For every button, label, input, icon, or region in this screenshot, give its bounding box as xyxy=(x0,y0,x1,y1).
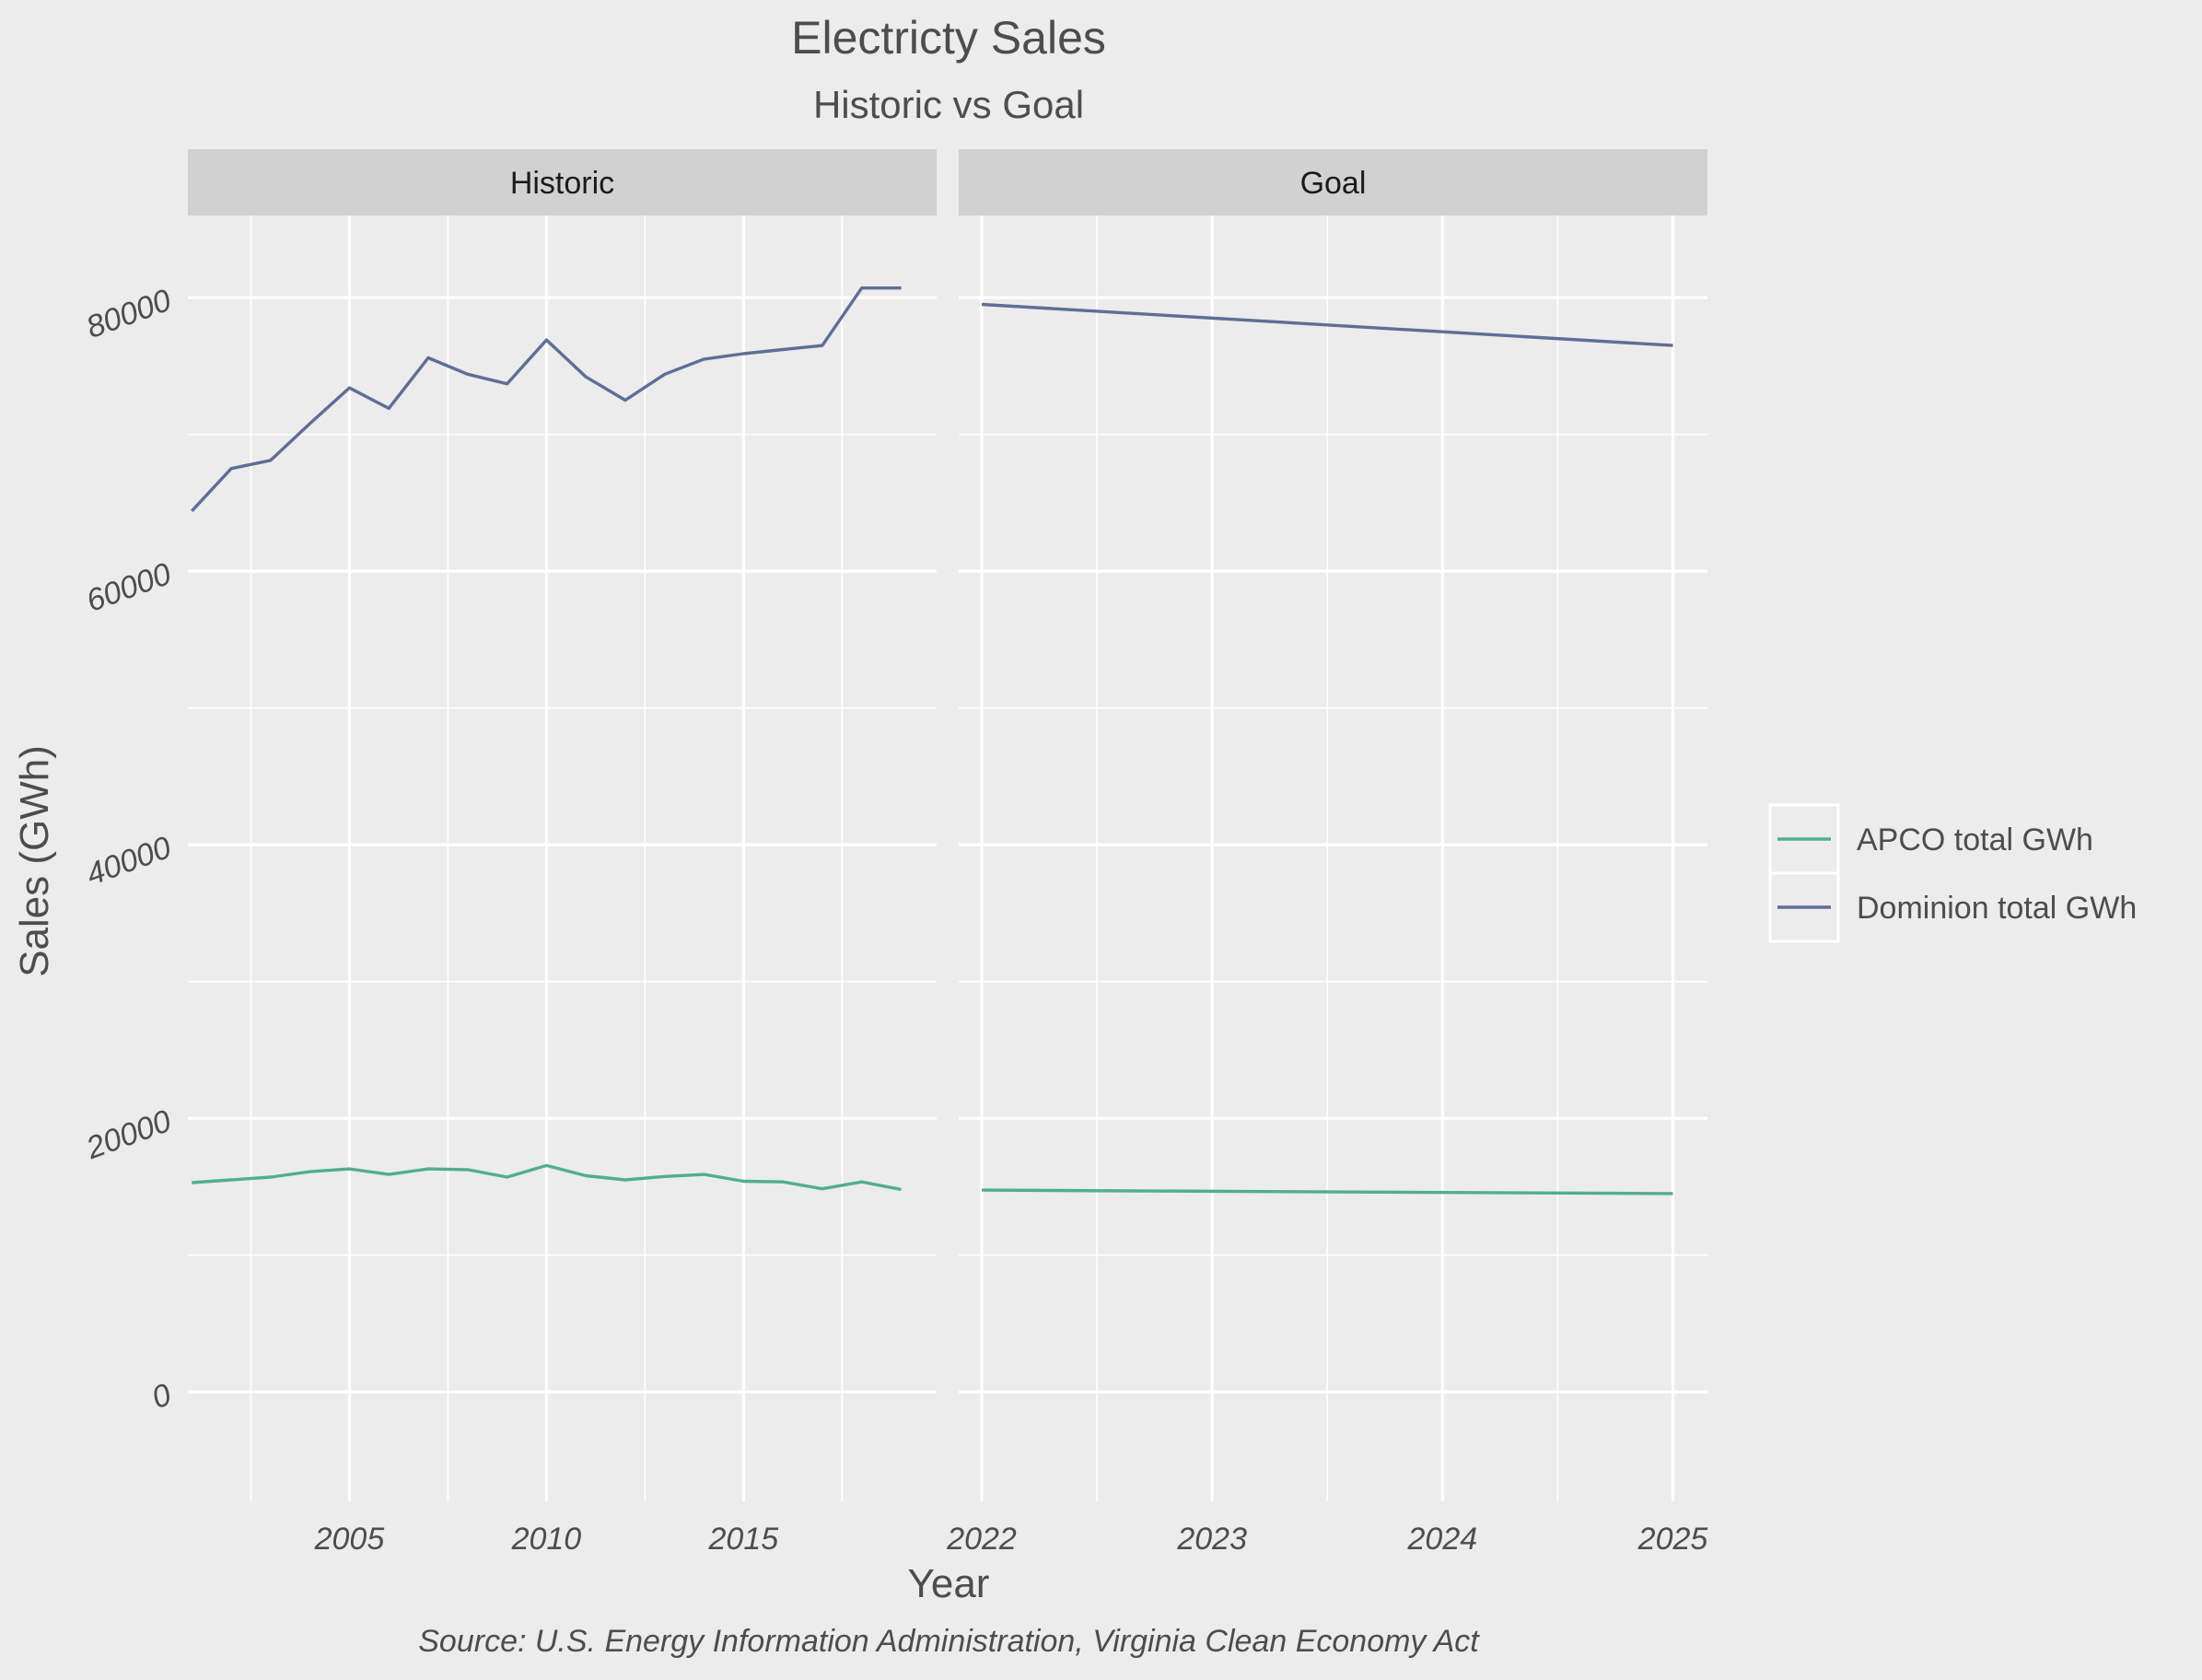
panel-strip xyxy=(959,149,1707,216)
chart-caption: Source: U.S. Energy Information Administ… xyxy=(418,1624,1480,1659)
x-tick-label: 2025 xyxy=(1637,1522,1708,1557)
panel-background xyxy=(959,216,1707,1501)
panels-layer: Historic 2005 2010 2015 Goal 2022 2023 2024 2025 xyxy=(188,149,1707,1557)
x-tick-label: 2010 xyxy=(511,1522,582,1557)
chart-subtitle: Historic vs Goal xyxy=(813,83,1084,126)
x-tick-label: 2023 xyxy=(1176,1522,1247,1557)
x-tick-label: 2022 xyxy=(946,1522,1017,1557)
chart-title: Electricty Sales xyxy=(791,12,1106,64)
x-axis-label: Year xyxy=(908,1561,990,1606)
panel-historic: Historic 2005 2010 2015 xyxy=(188,149,937,1557)
panel-strip xyxy=(188,149,937,216)
panel-strip-label: Goal xyxy=(1300,166,1367,201)
legend-label: Dominion total GWh xyxy=(1857,891,2137,926)
legend: APCO total GWh Dominion total GWh xyxy=(1768,803,2137,943)
y-axis-label: Sales (GWh) xyxy=(12,745,57,977)
panel-strip-label: Historic xyxy=(510,166,614,201)
legend-entry: Dominion total GWh xyxy=(1768,871,2137,943)
series-line-dominion xyxy=(191,286,902,512)
x-tick-label: 2015 xyxy=(708,1522,779,1557)
series-line-apco xyxy=(192,1163,902,1192)
series-line-dominion xyxy=(981,302,1673,347)
legend-entry: APCO total GWh xyxy=(1768,803,2093,875)
legend-label: APCO total GWh xyxy=(1857,822,2093,858)
panel-goal: Goal 2022 2023 2024 2025 xyxy=(946,149,1707,1557)
x-tick-label: 2005 xyxy=(314,1522,385,1557)
series-line-apco xyxy=(981,1188,1673,1196)
panel-background xyxy=(188,216,937,1501)
x-tick-label: 2024 xyxy=(1407,1522,1478,1557)
